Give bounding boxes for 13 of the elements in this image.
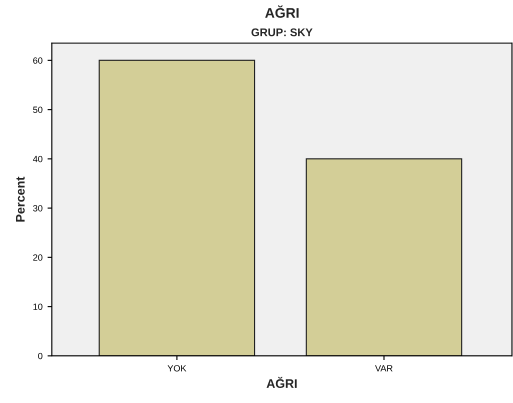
y-tick-label: 30 [33, 205, 42, 212]
y-tick-label: 60 [33, 57, 42, 64]
x-tick-label: YOK [168, 365, 186, 372]
chart-title: AĞRI [265, 5, 299, 18]
y-tick-label: 40 [32, 156, 42, 162]
chart-subtitle: GRUP: SKY [251, 28, 313, 36]
y-tick-label: 0 [38, 352, 42, 360]
y-tick-label: 20 [33, 254, 42, 261]
y-tick-label: 50 [33, 106, 42, 113]
y-tick-label: 10 [33, 304, 42, 310]
x-tick-label: VAR [375, 365, 393, 372]
y-axis-title: Percent [16, 176, 25, 222]
x-axis-title: AĞRI [266, 376, 297, 388]
